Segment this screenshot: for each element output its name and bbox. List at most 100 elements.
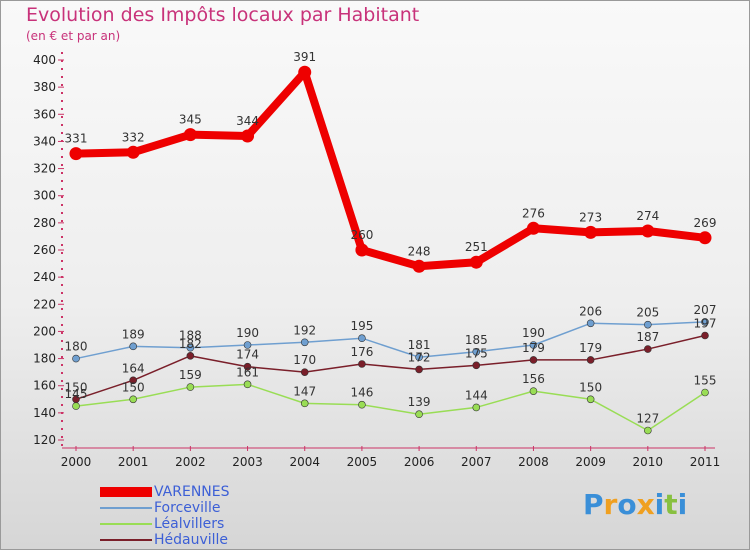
x-tick-label: 2007 bbox=[461, 455, 492, 469]
logo-letter: i bbox=[677, 488, 688, 521]
data-label: 182 bbox=[179, 337, 202, 351]
data-point bbox=[412, 259, 426, 273]
data-point bbox=[472, 403, 481, 412]
logo-letter: o bbox=[617, 488, 637, 521]
y-tick-label: 240 bbox=[33, 270, 56, 284]
x-tick-label: 2004 bbox=[289, 455, 320, 469]
data-point bbox=[641, 224, 655, 238]
data-label: 139 bbox=[408, 395, 431, 409]
data-label: 176 bbox=[350, 345, 373, 359]
data-point bbox=[69, 147, 83, 161]
data-point bbox=[358, 334, 366, 343]
x-tick-label: 2002 bbox=[175, 455, 206, 469]
y-tick-label: 280 bbox=[33, 216, 56, 230]
data-label: 195 bbox=[350, 319, 373, 333]
data-point bbox=[529, 341, 538, 349]
data-point bbox=[300, 399, 309, 408]
x-tick-label: 2009 bbox=[575, 455, 606, 469]
data-label: 159 bbox=[179, 368, 202, 382]
data-label: 251 bbox=[465, 240, 488, 254]
data-label: 145 bbox=[65, 387, 88, 401]
data-point bbox=[355, 243, 369, 257]
data-label: 331 bbox=[65, 132, 88, 146]
legend-swatch bbox=[100, 507, 152, 509]
data-point bbox=[698, 231, 712, 245]
data-label: 332 bbox=[122, 130, 145, 144]
y-tick-label: 320 bbox=[33, 162, 56, 176]
data-label: 187 bbox=[636, 330, 659, 344]
data-label: 188 bbox=[179, 329, 202, 343]
data-point bbox=[300, 368, 309, 376]
data-point bbox=[701, 318, 709, 326]
chart-title: Evolution des Impôts locaux par Habitant bbox=[26, 4, 420, 26]
y-tick-label: 260 bbox=[33, 243, 56, 257]
data-point bbox=[472, 347, 481, 356]
data-point bbox=[129, 376, 137, 385]
data-point bbox=[186, 352, 195, 360]
logo-letter: x bbox=[636, 488, 655, 521]
data-label: 190 bbox=[236, 326, 259, 340]
data-label: 127 bbox=[636, 412, 659, 426]
data-point bbox=[584, 225, 598, 239]
data-point bbox=[415, 365, 423, 374]
y-tick-label: 300 bbox=[33, 189, 56, 203]
data-point bbox=[586, 395, 595, 404]
data-label: 344 bbox=[236, 114, 259, 128]
data-point bbox=[529, 387, 538, 395]
data-point bbox=[701, 388, 709, 397]
data-point bbox=[472, 361, 481, 370]
data-label: 164 bbox=[122, 361, 145, 375]
data-label: 144 bbox=[465, 388, 488, 402]
x-tick-label: 2005 bbox=[347, 455, 378, 469]
data-point bbox=[243, 380, 252, 389]
data-point bbox=[72, 395, 80, 404]
y-tick-label: 120 bbox=[33, 433, 56, 447]
chart-subtitle: (en € et par an) bbox=[26, 29, 121, 43]
data-label: 147 bbox=[293, 384, 316, 398]
data-label: 146 bbox=[350, 386, 373, 400]
data-point bbox=[701, 331, 709, 340]
data-label: 170 bbox=[293, 353, 316, 367]
data-label: 179 bbox=[522, 341, 545, 355]
data-point bbox=[644, 320, 652, 329]
data-label: 274 bbox=[636, 209, 659, 223]
data-label: 180 bbox=[65, 340, 88, 354]
data-point bbox=[586, 319, 595, 328]
data-point bbox=[358, 360, 366, 368]
data-label: 150 bbox=[579, 380, 602, 394]
data-point bbox=[241, 129, 255, 143]
data-label: 190 bbox=[522, 326, 545, 340]
logo-letter: t bbox=[664, 488, 678, 521]
data-label: 260 bbox=[350, 228, 373, 242]
data-point bbox=[298, 65, 312, 79]
data-label: 189 bbox=[122, 327, 145, 341]
logo-letter: i bbox=[654, 488, 665, 521]
data-label: 345 bbox=[179, 113, 202, 127]
data-point bbox=[644, 426, 652, 435]
y-tick-label: 360 bbox=[33, 107, 56, 121]
logo-letter: r bbox=[603, 488, 618, 521]
legend-swatch bbox=[100, 539, 152, 541]
data-point bbox=[243, 362, 252, 371]
x-tick-label: 2000 bbox=[61, 455, 92, 469]
data-point bbox=[129, 395, 137, 404]
series-line-léalvillers bbox=[75, 383, 706, 432]
data-label: 391 bbox=[293, 50, 316, 64]
data-point bbox=[586, 356, 595, 364]
logo-letter: P bbox=[583, 488, 604, 521]
x-tick-label: 2011 bbox=[690, 455, 721, 469]
data-label: 174 bbox=[236, 348, 259, 362]
data-label: 181 bbox=[408, 338, 431, 352]
data-label: 206 bbox=[579, 304, 602, 318]
data-label: 269 bbox=[694, 216, 717, 230]
x-tick-label: 2010 bbox=[633, 455, 664, 469]
data-label: 161 bbox=[236, 365, 259, 379]
data-point bbox=[186, 343, 195, 352]
proxiti-logo: Proxiti bbox=[583, 488, 687, 521]
legend-swatch bbox=[100, 523, 152, 525]
legend-label: Léalvillers bbox=[154, 516, 225, 532]
data-label: 156 bbox=[522, 372, 545, 386]
data-label: 150 bbox=[65, 380, 88, 394]
y-tick-label: 400 bbox=[33, 53, 56, 67]
